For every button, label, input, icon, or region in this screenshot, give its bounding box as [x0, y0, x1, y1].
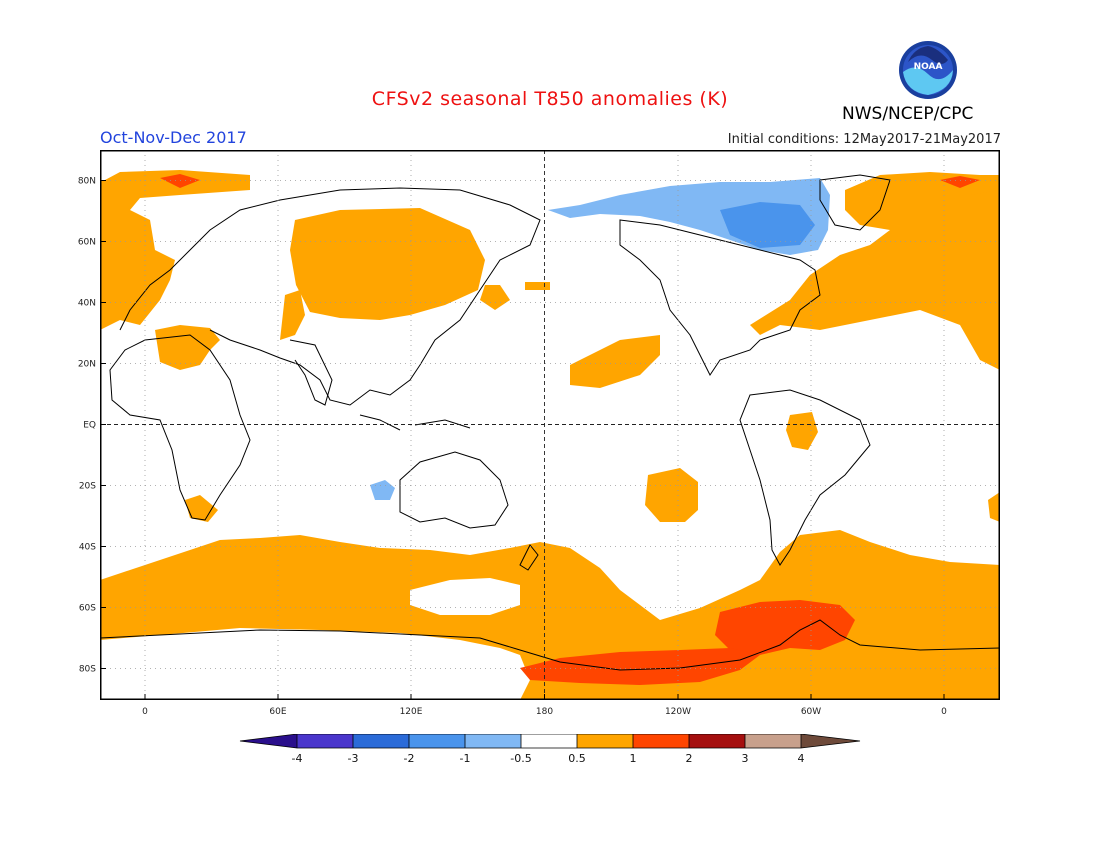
noaa-logo: NOAA: [899, 41, 957, 99]
lat-label: 80S: [79, 665, 96, 675]
longitude-labels: 0 60E 120E 180 120W 60W 0: [142, 707, 947, 717]
organization-label: NWS/NCEP/CPC: [842, 104, 974, 124]
legend-tick-label: -2: [404, 752, 415, 765]
legend-swatch: [409, 734, 465, 748]
lat-label: 60N: [78, 238, 96, 248]
legend-tick-label: 2: [686, 752, 693, 765]
grid-lines: [100, 150, 1000, 700]
legend-tick-label: -0.5: [510, 752, 531, 765]
logo-text: NOAA: [914, 62, 943, 72]
legend-swatch: [521, 734, 577, 748]
legend-swatch: [689, 734, 745, 748]
legend-swatch: [297, 734, 353, 748]
legend-swatch: [801, 734, 860, 748]
lon-label: 0: [142, 707, 148, 717]
legend-swatch: [465, 734, 521, 748]
initial-conditions-label: Initial conditions: 12May2017-21May2017: [727, 132, 1001, 147]
tick-marks: [100, 180, 945, 700]
latitude-labels: 80N 60N 40N 20N EQ 20S 40S 60S 80S: [78, 177, 96, 675]
color-scale-legend: -4 -3 -2 -1 -0.5 0.5 1 2 3 4: [239, 734, 861, 765]
legend-swatch: [240, 734, 297, 748]
t850-anomaly-map: [100, 150, 1000, 700]
legend-tick-label: -1: [460, 752, 471, 765]
lat-label: 60S: [79, 604, 96, 614]
legend-tick-label: -3: [348, 752, 359, 765]
chart-title: CFSv2 seasonal T850 anomalies (K): [371, 88, 729, 110]
legend-tick-label: -4: [292, 752, 303, 765]
coastlines: [100, 174, 1000, 671]
season-label: Oct-Nov-Dec 2017: [100, 128, 247, 147]
legend-tick-label: 4: [798, 752, 805, 765]
legend-tick-label: 0.5: [568, 752, 586, 765]
lat-label: EQ: [83, 421, 96, 431]
lat-label: 20N: [78, 360, 96, 370]
reference-lines: [100, 150, 1000, 700]
legend-swatch: [353, 734, 409, 748]
lon-label: 60E: [269, 707, 286, 717]
lon-label: 120W: [665, 707, 691, 717]
warm-anomaly-regions: [100, 170, 1000, 700]
lon-label: 180: [536, 707, 553, 717]
lat-label: 40S: [79, 543, 96, 553]
lat-label: 80N: [78, 177, 96, 187]
lat-label: 40N: [78, 299, 96, 309]
legend-swatch: [633, 734, 689, 748]
legend-swatch: [577, 734, 633, 748]
lon-label: 60W: [801, 707, 821, 717]
cool-anomaly-regions: [370, 178, 830, 500]
lon-label: 120E: [400, 707, 423, 717]
legend-swatch: [745, 734, 801, 748]
legend-tick-label: 1: [630, 752, 637, 765]
legend-tick-label: 3: [742, 752, 749, 765]
lon-label: 0: [941, 707, 947, 717]
lat-label: 20S: [79, 482, 96, 492]
